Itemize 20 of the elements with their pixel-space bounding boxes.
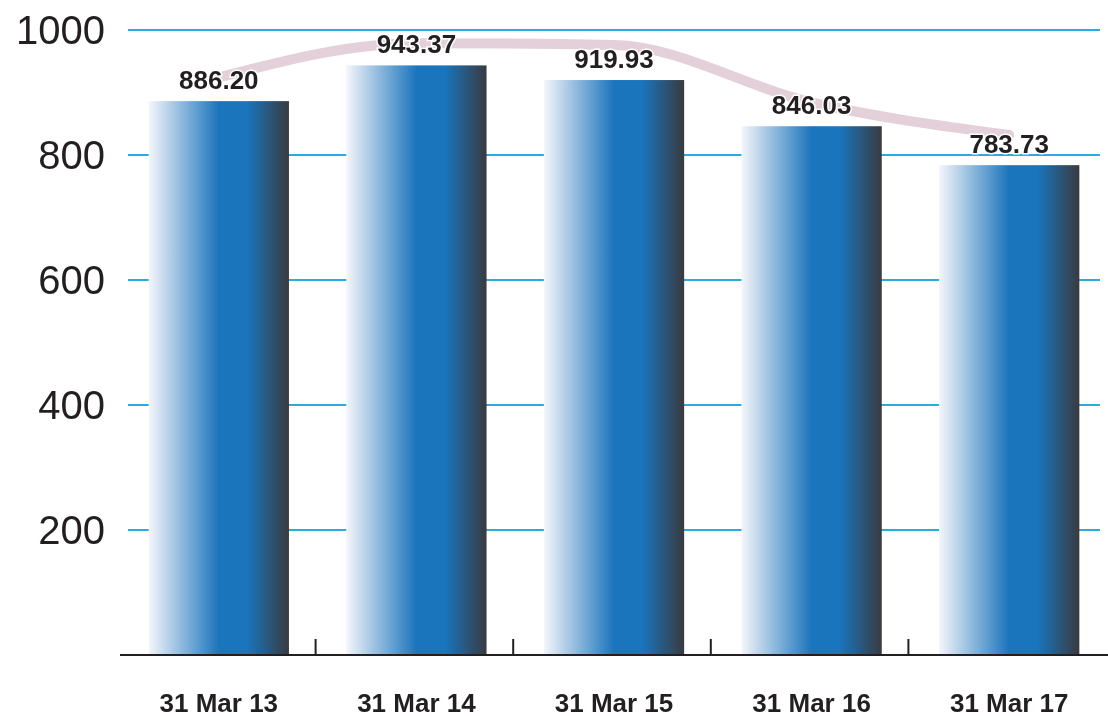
data-label: 886.20 [179, 65, 259, 96]
data-label: 943.37 [376, 29, 457, 60]
y-tick-label: 1000 [16, 8, 105, 52]
x-tick-label: 31 Mar 13 [159, 688, 279, 716]
y-tick-label: 800 [38, 133, 105, 177]
x-tick-label: 31 Mar 16 [752, 688, 871, 716]
data-label: 919.93 [574, 44, 654, 75]
bar [939, 165, 1080, 655]
bar [741, 126, 882, 655]
y-tick-label: 400 [38, 383, 105, 427]
bar [543, 80, 685, 655]
x-tick-label: 31 Mar 15 [554, 688, 674, 716]
bar [346, 65, 487, 655]
y-tick-label: 600 [38, 258, 105, 302]
data-label: 783.73 [969, 129, 1049, 160]
y-tick-label: 200 [38, 508, 105, 552]
x-tick-label: 31 Mar 14 [357, 688, 477, 716]
data-label: 846.03 [771, 90, 852, 121]
bar [148, 101, 289, 655]
x-tick-label: 31 Mar 17 [949, 688, 1069, 716]
